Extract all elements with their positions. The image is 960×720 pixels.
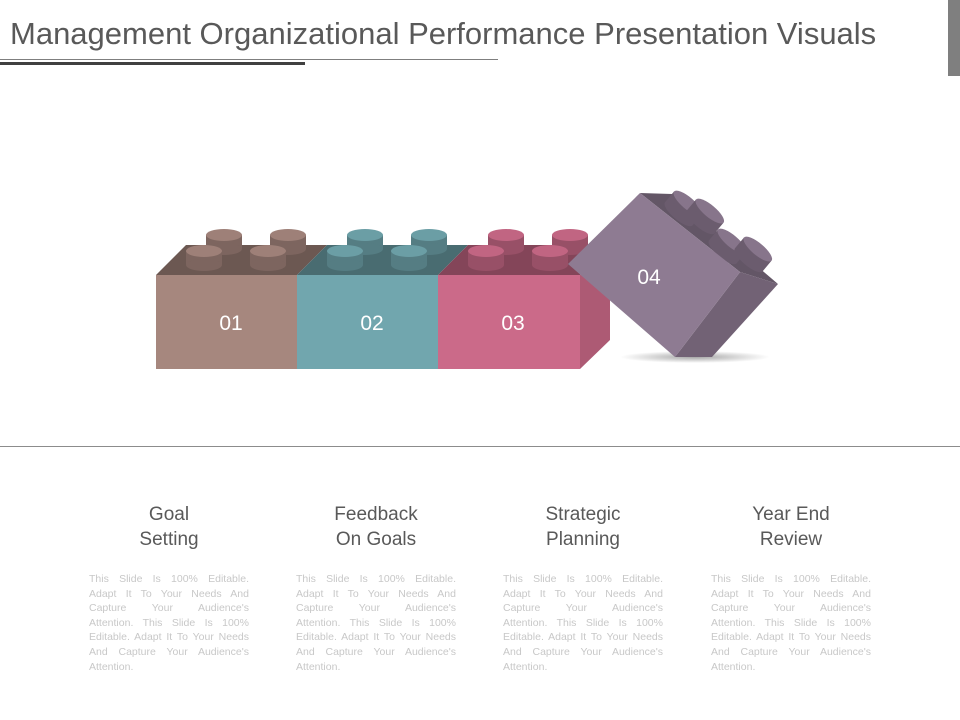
stud-top (695, 198, 725, 224)
stud-top (743, 236, 773, 262)
stud-top (186, 245, 222, 257)
slide-title: Management Organizational Performance Pr… (10, 16, 877, 51)
stud-side (734, 237, 772, 272)
block-label-02: 02 (360, 312, 383, 335)
stud-top (532, 245, 568, 257)
corner-tab (948, 0, 960, 76)
item-goal-setting: Goal Setting This Slide Is 100% Editable.… (89, 502, 249, 674)
title-underline-thin (0, 59, 498, 60)
section-divider (0, 446, 960, 447)
item-heading: Year End Review (752, 504, 830, 550)
stud-base (686, 209, 716, 235)
stud-base (708, 239, 738, 265)
block-front-face (156, 275, 297, 369)
stud-top (552, 229, 588, 241)
lego-blocks-graphic: 01 02 03 04 (156, 190, 778, 369)
item-heading: Strategic Planning (545, 504, 621, 550)
block-label-03: 03 (501, 312, 524, 335)
block-right-face (675, 272, 778, 357)
item-heading: Goal Setting (139, 504, 199, 550)
stud (686, 198, 725, 235)
block-front-face (568, 193, 740, 357)
stud-top (270, 229, 306, 241)
item-heading: Feedback On Goals (334, 504, 418, 550)
block-label-04: 04 (637, 266, 661, 289)
stud-top (488, 229, 524, 241)
block-front-face (297, 275, 438, 369)
stud-base (532, 259, 568, 271)
stud-base (391, 259, 427, 271)
stud-base (327, 259, 363, 271)
stud-top (327, 245, 363, 257)
block-label-01: 01 (219, 312, 242, 335)
stud-top (391, 245, 427, 257)
item-description: This Slide Is 100% Editable. Adapt It To… (296, 573, 456, 673)
stud-base (468, 259, 504, 271)
item-description: This Slide Is 100% Editable. Adapt It To… (711, 573, 871, 673)
stud-base (664, 201, 694, 227)
stud-side (686, 199, 724, 234)
stud-top (411, 229, 447, 241)
item-feedback-on-goals: Feedback On Goals This Slide Is 100% Edit… (296, 502, 456, 674)
item-year-end-review: Year End Review This Slide Is 100% Editab… (711, 502, 871, 674)
stud-base (734, 247, 764, 273)
stud-top (468, 245, 504, 257)
item-description: This Slide Is 100% Editable. Adapt It To… (503, 573, 663, 673)
stud-top (250, 245, 286, 257)
title-underline-thick (0, 62, 305, 65)
stud-top (347, 229, 383, 241)
item-description: This Slide Is 100% Editable. Adapt It To… (89, 573, 249, 673)
stud-base (186, 259, 222, 271)
stud (734, 236, 773, 273)
block-front-face (438, 275, 580, 369)
item-strategic-planning: Strategic Planning This Slide Is 100% Edi… (503, 502, 663, 674)
stud-top (206, 229, 242, 241)
stud-base (250, 259, 286, 271)
